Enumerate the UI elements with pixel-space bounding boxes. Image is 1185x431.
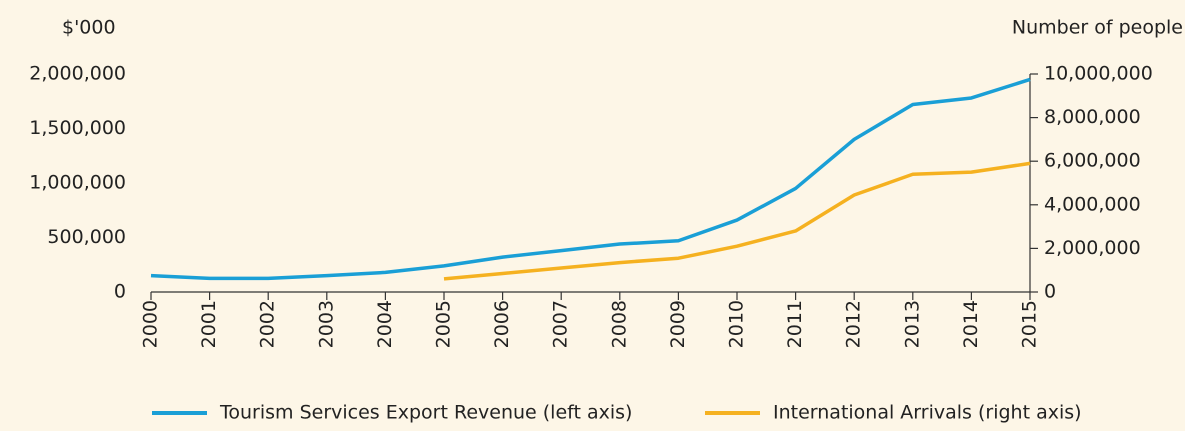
x-tick-label: 2005 [433,300,455,348]
y-tick-label: 500,000 [47,226,126,248]
y2-axis-label: Number of people [1012,17,1183,39]
x-tick-label: 2001 [198,300,220,348]
x-tick-label: 2000 [140,300,162,348]
x-tick-label: 2014 [960,300,982,348]
x-tick-label: 2007 [550,300,572,348]
x-tick-label: 2012 [843,300,865,348]
y-tick-label: 0 [114,281,126,303]
y2-tick-label: 2,000,000 [1044,237,1141,259]
y2-tick-label: 6,000,000 [1044,150,1141,172]
y-tick-label: 1,000,000 [29,172,126,194]
y2-tick-label: 0 [1044,281,1056,303]
x-tick-label: 2013 [901,300,923,348]
y2-tick-label: 10,000,000 [1044,63,1153,85]
y-tick-label: 2,000,000 [29,63,126,85]
legend-label: International Arrivals (right axis) [773,402,1082,424]
data-line [443,161,1031,281]
x-tick-label: 2015 [1019,300,1041,348]
x-tick-label: 2006 [491,300,513,348]
data-line [150,77,1031,281]
x-tick-label: 2010 [726,300,748,348]
x-tick-label: 2003 [315,300,337,348]
y2-tick-label: 8,000,000 [1044,106,1141,128]
x-tick-label: 2011 [784,300,806,348]
y-tick-label: 1,500,000 [29,117,126,139]
y-axis-label: $'000 [62,17,116,39]
y2-tick-label: 4,000,000 [1044,193,1141,215]
legend-label: Tourism Services Export Revenue (left ax… [219,402,632,424]
x-tick-label: 2009 [667,300,689,348]
x-tick-label: 2004 [374,300,396,348]
x-tick-label: 2002 [257,300,279,348]
x-tick-label: 2008 [608,300,630,348]
